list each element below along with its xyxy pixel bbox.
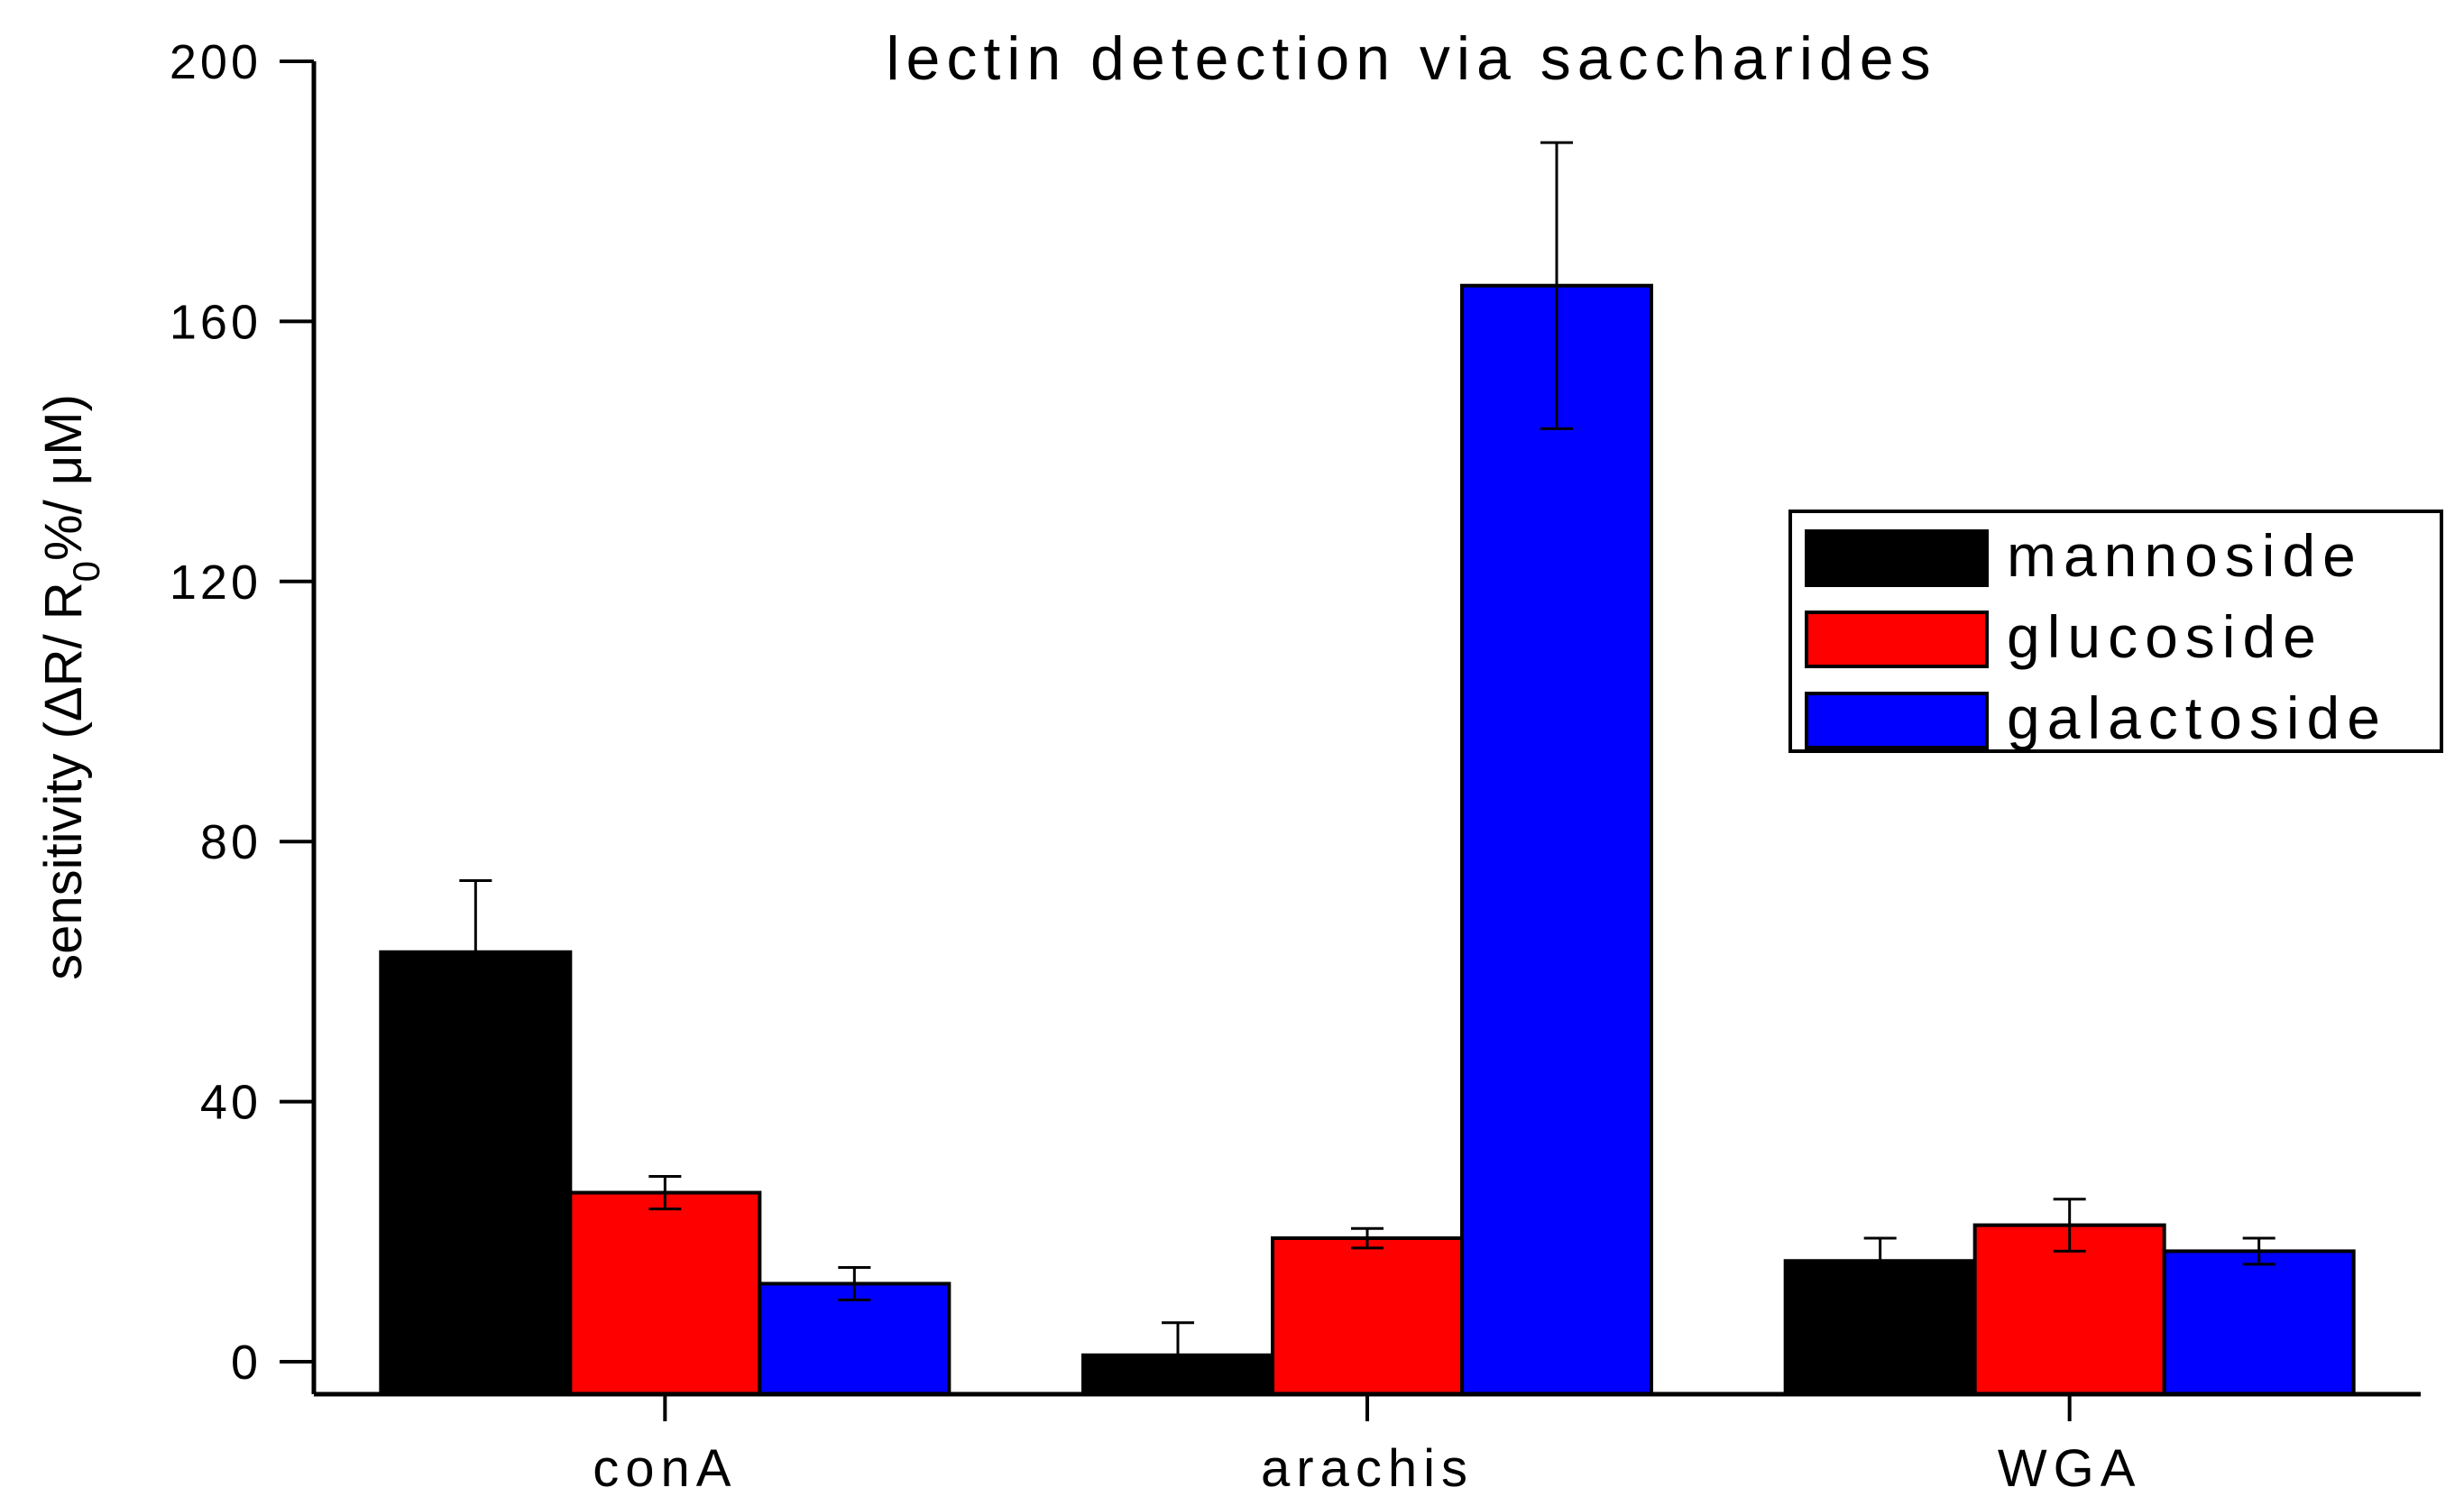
error-bar-glucoside-conA — [648, 1175, 682, 1211]
x-tick-label-WGA: WGA — [1998, 1439, 2142, 1498]
error-bar-galactoside-WGA — [2242, 1236, 2276, 1266]
chart-title: lectin detection via saccharides — [886, 24, 1936, 93]
error-bar-galactoside-arachis — [1540, 141, 1573, 430]
y-axis-label-tail: %/ μM) — [34, 394, 93, 561]
bar-galactoside-WGA — [2162, 1249, 2356, 1397]
bar-galactoside-conA — [758, 1281, 952, 1397]
legend-label-galactoside: galactoside — [2007, 684, 2387, 751]
legend-swatch-glucoside — [1805, 611, 1989, 668]
error-bar-glucoside-WGA — [2053, 1198, 2086, 1253]
y-axis-label-main: sensitivity (ΔR/ R — [34, 582, 93, 980]
legend-label-mannoside: mannoside — [2007, 522, 2363, 589]
x-tick-label-arachis: arachis — [1261, 1439, 1474, 1498]
legend-swatch-galactoside — [1805, 692, 1989, 749]
x-tick-label-conA: conA — [593, 1439, 737, 1498]
y-tick-label-120: 120 — [170, 556, 262, 610]
legend: mannoside glucoside galactoside — [1788, 510, 2443, 753]
error-bar-mannoside-arachis — [1162, 1321, 1194, 1390]
axes: 0 40 80 120 160 200 conA arachis WGA — [170, 35, 2421, 1498]
y-tick-label-80: 80 — [200, 815, 262, 869]
svg-text:sensitivity (ΔR/ R0%/ μM): sensitivity (ΔR/ R0%/ μM) — [34, 394, 107, 980]
plot-area — [379, 141, 2356, 1397]
y-axis-label: sensitivity (ΔR/ R0%/ μM) — [34, 394, 107, 980]
y-tick-label-0: 0 — [231, 1336, 262, 1390]
bar-galactoside-arachis — [1460, 283, 1653, 1397]
error-bar-galactoside-conA — [838, 1265, 871, 1302]
error-bar-glucoside-arachis — [1351, 1226, 1384, 1250]
legend-swatch-mannoside — [1805, 529, 1989, 587]
error-bar-mannoside-conA — [459, 878, 492, 1025]
y-axis-label-subscript: 0 — [65, 561, 107, 582]
bar-mannoside-conA — [379, 950, 573, 1397]
y-tick-label-40: 40 — [200, 1076, 262, 1130]
bar-glucoside-conA — [568, 1190, 762, 1397]
y-tick-label-160: 160 — [170, 295, 262, 349]
bar-glucoside-arachis — [1271, 1236, 1464, 1397]
error-bar-mannoside-WGA — [1863, 1236, 1897, 1285]
y-tick-label-200: 200 — [170, 35, 262, 89]
bar-glucoside-WGA — [1972, 1223, 2166, 1397]
legend-label-glucoside: glucoside — [2007, 603, 2323, 670]
